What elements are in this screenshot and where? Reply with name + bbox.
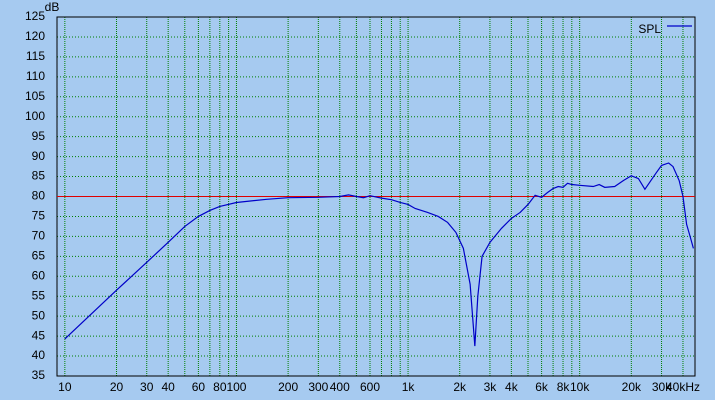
y-tick-label: 35 [32,368,46,382]
x-tick-label: 30k [652,380,672,394]
y-tick-label: 100 [25,109,45,123]
x-tick-label: 300 [308,380,328,394]
x-tick-label: 4k [505,380,519,394]
x-tick-label: 8k [557,380,571,394]
y-tick-label: 115 [26,49,45,63]
x-tick-label: 20k [622,380,642,394]
y-axis-label: dB [45,0,60,14]
x-tick-label: 10k [570,380,590,394]
x-tick-label: 100 [226,380,246,394]
x-tick-label: 10 [58,380,72,394]
y-tick-label: 40 [32,348,46,362]
x-tick-label: 60 [192,380,206,394]
x-tick-label: 40 [161,380,175,394]
x-tick-label: 200 [278,380,298,394]
y-tick-label: 120 [25,29,45,43]
x-tick-label: 6k [535,380,549,394]
y-tick-label: 90 [32,149,46,163]
y-tick-label: 65 [32,249,46,263]
x-tick-label: 1k [402,380,416,394]
y-tick-label: 75 [32,209,46,223]
x-tick-label: 20 [110,380,124,394]
y-tick-label: 60 [32,268,46,282]
y-tick-label: 50 [32,308,46,322]
x-tick-label: 3k [484,380,498,394]
y-tick-label: 95 [32,129,46,143]
x-tick-label: 40kHz [666,380,700,394]
legend-label: SPL [638,22,661,36]
y-tick-label: 125 [25,9,45,23]
y-tick-label: 70 [32,229,46,243]
y-tick-label: 110 [26,69,45,83]
x-tick-label: 600 [360,380,380,394]
y-tick-label: 45 [32,328,46,342]
series-line [64,162,694,347]
y-tick-label: 55 [32,288,46,302]
x-tick-label: 400 [330,380,350,394]
y-tick-label: 105 [25,89,45,103]
y-tick-label: 80 [32,189,46,203]
x-tick-label: 2k [453,380,467,394]
x-tick-label: 80 [213,380,227,394]
y-tick-label: 85 [32,169,46,183]
x-tick-label: 30 [140,380,154,394]
